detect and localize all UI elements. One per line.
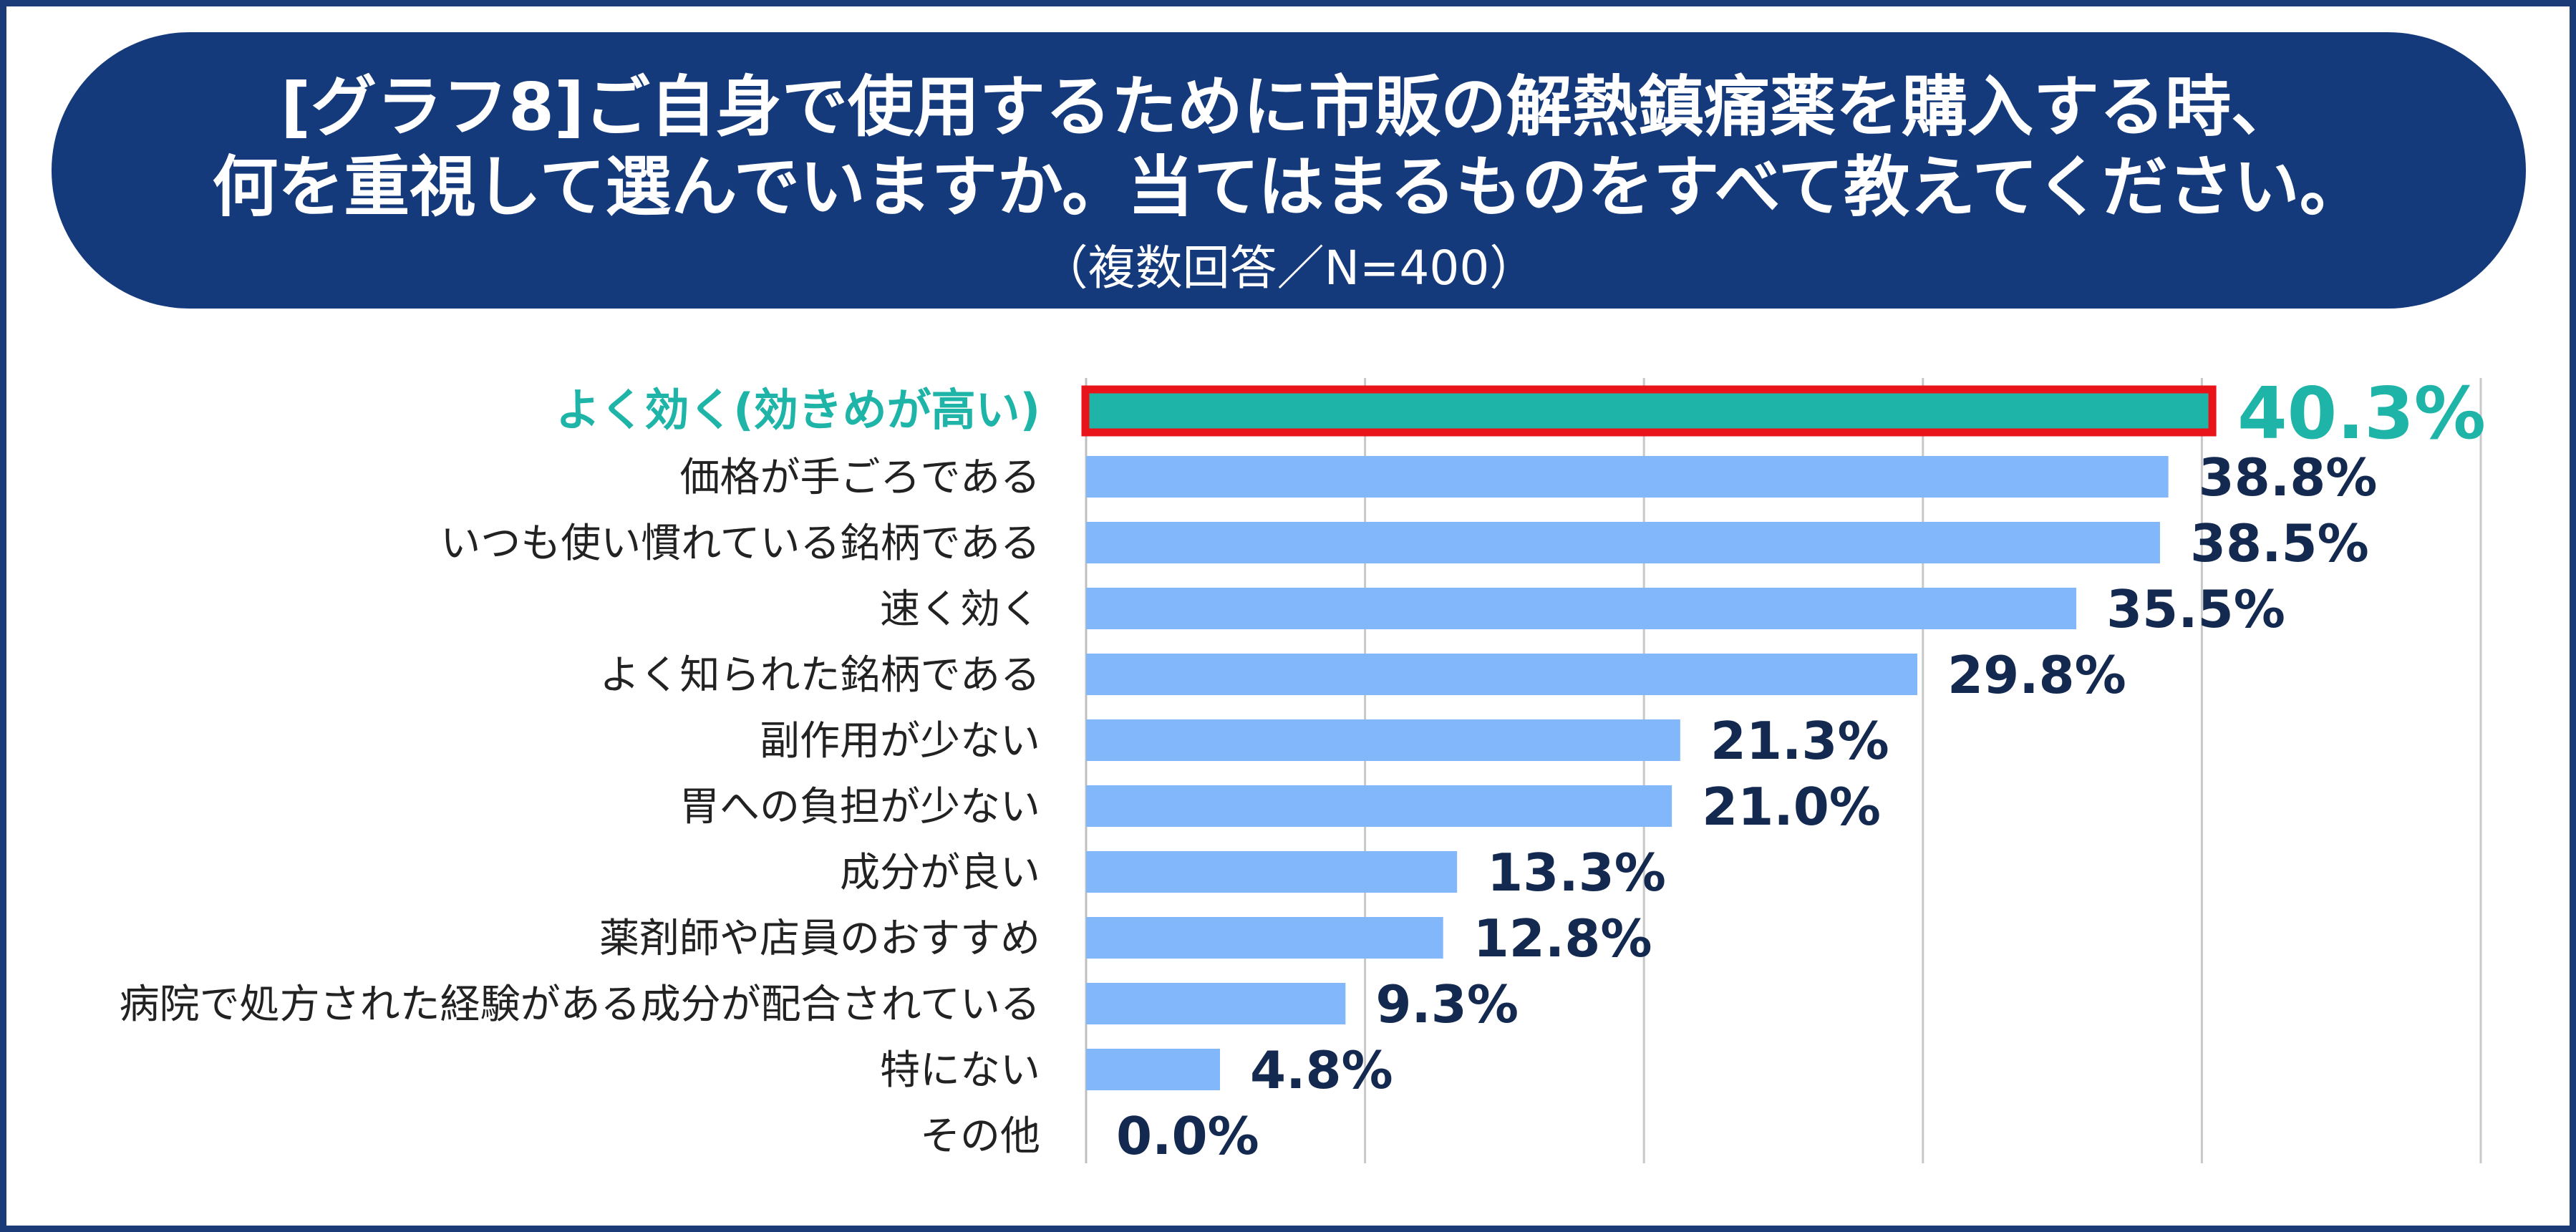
bar	[1086, 522, 2160, 563]
category-label: 速く効く	[880, 586, 1040, 633]
value-label: 38.8%	[2199, 447, 2378, 508]
value-label: 9.3%	[1375, 974, 1519, 1034]
bar	[1086, 851, 1458, 893]
category-label: 胃への負担が少ない	[679, 784, 1040, 830]
chart-title-line2: 何を重視して選んでいますか。当てはまるものをすべて教えてください。	[212, 149, 2366, 225]
value-label: 0.0%	[1116, 1106, 1259, 1166]
value-label: 29.8%	[1947, 645, 2126, 705]
bar	[1086, 1049, 1221, 1090]
value-label: 12.8%	[1473, 908, 1652, 969]
category-label: 薬剤師や店員のおすすめ	[599, 916, 1040, 962]
value-label: 40.3%	[2237, 372, 2486, 455]
bar	[1086, 456, 2169, 498]
bar	[1086, 983, 1346, 1024]
bar	[1086, 917, 1443, 959]
category-label: 価格が手ごろである	[680, 455, 1040, 501]
chart-title-line1: [グラフ8]ご自身で使用するために市販の解熱鎮痛薬を購入する時、	[280, 69, 2297, 145]
value-label: 21.0%	[1702, 777, 1881, 837]
bar	[1086, 654, 1918, 695]
category-label: その他	[920, 1113, 1040, 1160]
category-label: よく効く(効きめが高い)	[556, 384, 1040, 436]
category-label: 副作用が少ない	[760, 718, 1040, 765]
chart-subtitle: （複数回答／N=400）	[1040, 241, 1537, 296]
bar	[1086, 393, 2211, 429]
value-label: 38.5%	[2190, 513, 2369, 573]
category-label: よく知られた銘柄である	[600, 652, 1040, 699]
title-banner: [グラフ8]ご自身で使用するために市販の解熱鎮痛薬を購入する時、 何を重視して選…	[52, 32, 2526, 309]
highlight-outline	[1081, 385, 2217, 437]
bar	[1086, 719, 1680, 761]
value-label: 13.3%	[1487, 843, 1666, 903]
value-label: 4.8%	[1250, 1040, 1393, 1100]
category-label: 成分が良い	[840, 850, 1040, 896]
category-label: 特にない	[880, 1047, 1040, 1094]
bar	[1086, 588, 2077, 629]
value-label: 35.5%	[2106, 579, 2285, 639]
category-label: いつも使い慣れている銘柄である	[440, 520, 1040, 567]
bar	[1086, 785, 1672, 827]
category-label: 病院で処方された経験がある成分が配合されている	[120, 981, 1040, 1028]
value-label: 21.3%	[1710, 711, 1889, 771]
